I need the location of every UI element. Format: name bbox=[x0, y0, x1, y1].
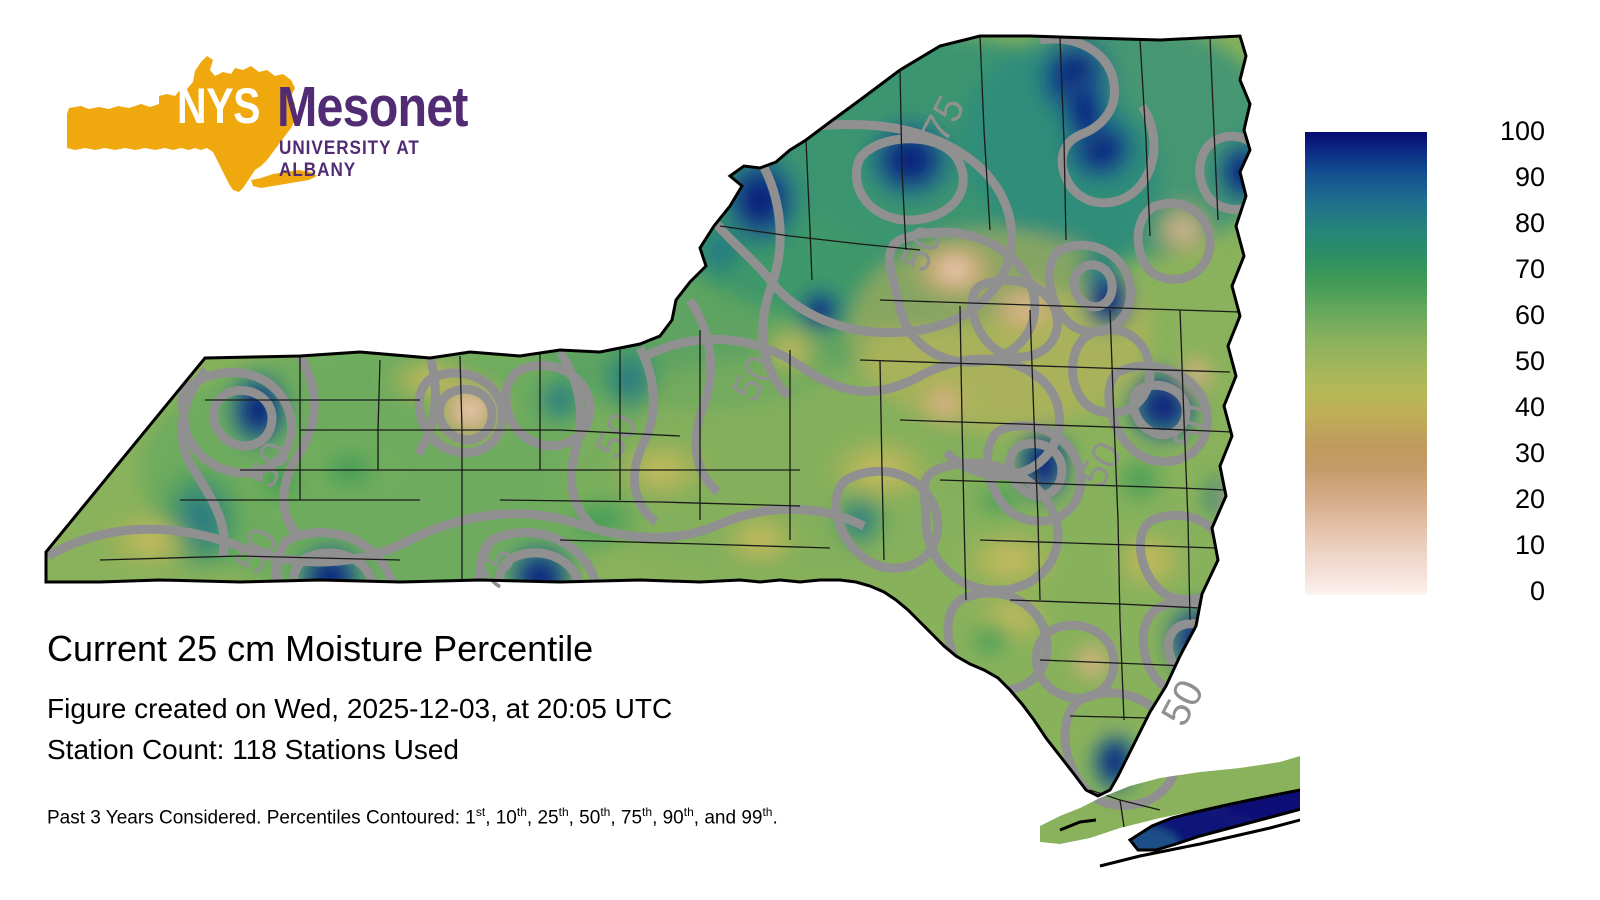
colorbar-tick-10: 10 bbox=[1514, 530, 1545, 560]
colorbar-tick-20: 20 bbox=[1514, 484, 1545, 514]
page-title: Current 25 cm Moisture Percentile bbox=[47, 628, 594, 669]
creation-timestamp: Figure created on Wed, 2025-12-03, at 20… bbox=[47, 693, 673, 724]
colorbar-tick-90: 90 bbox=[1514, 162, 1545, 192]
colorbar-tick-40: 40 bbox=[1514, 392, 1545, 422]
logo-university-text: UNIVERSITY AT ALBANY bbox=[279, 138, 420, 181]
footnote-prefix: Past 3 Years Considered. Percentiles Con… bbox=[47, 807, 466, 829]
logo-mesonet-text: Mesonet bbox=[277, 75, 468, 139]
colorbar-tick-0: 0 bbox=[1529, 576, 1545, 606]
colorbar-tick-50: 50 bbox=[1514, 346, 1545, 376]
colorbar-tick-30: 30 bbox=[1514, 438, 1545, 468]
new-york-state-moisture-map: 75 50 50 50 50 50 75 50 50 50 bbox=[44, 34, 1300, 868]
colorbar: 100 90 80 70 60 50 40 30 20 10 0 bbox=[1305, 118, 1595, 608]
nys-mesonet-logo: NYS Mesonet UNIVERSITY AT ALBANY bbox=[55, 52, 468, 197]
colorbar-tick-70: 70 bbox=[1514, 254, 1545, 284]
colorbar-gradient bbox=[1305, 132, 1427, 595]
colorbar-tick-80: 80 bbox=[1514, 208, 1545, 238]
logo-wordmark: NYS Mesonet UNIVERSITY AT ALBANY bbox=[177, 78, 468, 181]
logo-nys-text: NYS bbox=[177, 78, 261, 134]
figure-caption-block: Current 25 cm Moisture Percentile Figure… bbox=[47, 627, 1067, 830]
colorbar-tick-60: 60 bbox=[1514, 300, 1545, 330]
state-outline bbox=[44, 34, 1300, 868]
county-boundaries bbox=[99, 36, 1241, 841]
contour-footnote: Past 3 Years Considered. Percentiles Con… bbox=[47, 805, 778, 829]
colorbar-tick-labels: 100 90 80 70 60 50 40 30 20 10 0 bbox=[1433, 118, 1583, 608]
colorbar-tick-100: 100 bbox=[1499, 116, 1545, 146]
footnote-suffix: . bbox=[772, 807, 778, 829]
nys-state-logo-icon bbox=[67, 56, 317, 192]
station-count: Station Count: 118 Stations Used bbox=[47, 734, 459, 765]
